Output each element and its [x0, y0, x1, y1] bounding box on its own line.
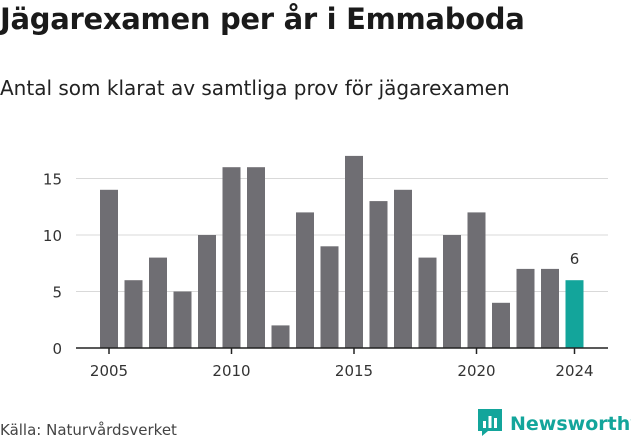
chart-subtitle: Antal som klarat av samtliga prov för jä…	[0, 76, 510, 100]
bar	[467, 212, 486, 348]
bar	[369, 201, 388, 348]
bar	[418, 257, 437, 348]
bar	[149, 257, 167, 348]
brand-name: Newsworthy	[510, 413, 631, 435]
bar-chart: 6 0 5 10 15 2005 2010 2015 2020 2024	[43, 155, 608, 380]
bar	[247, 167, 265, 348]
brand-logo[interactable]: Newsworthy	[476, 408, 631, 440]
x-tick-label: 2020	[457, 362, 495, 380]
axes: 0 5 10 15 2005 2010 2015 2020 2024	[43, 171, 608, 380]
x-tick-label: 2024	[555, 362, 593, 380]
x-tick-label: 2010	[212, 362, 250, 380]
bar	[394, 189, 412, 348]
data-label: 6	[570, 250, 580, 268]
y-tick-label: 10	[43, 227, 62, 245]
x-tick-label: 2015	[335, 362, 373, 380]
bar	[222, 167, 241, 348]
bar	[320, 246, 339, 348]
bar	[492, 302, 510, 348]
bar	[345, 155, 363, 348]
bar	[443, 235, 461, 348]
bar	[541, 268, 559, 348]
bars: 6	[100, 155, 584, 348]
bar-chart-icon	[476, 407, 504, 441]
bar	[124, 280, 143, 348]
bar	[173, 291, 192, 348]
bar	[100, 189, 118, 348]
chart-title: Jägarexamen per år i Emmaboda	[0, 2, 525, 36]
y-tick-label: 15	[43, 171, 62, 189]
x-tick-label: 2005	[90, 362, 128, 380]
bar	[516, 268, 535, 348]
source-note: Källa: Naturvårdsverket	[0, 421, 177, 439]
bar	[296, 212, 314, 348]
bar	[271, 325, 290, 348]
y-tick-label: 5	[52, 284, 62, 302]
bar	[198, 235, 216, 348]
y-tick-label: 0	[52, 340, 62, 358]
bar-highlight	[565, 280, 584, 348]
